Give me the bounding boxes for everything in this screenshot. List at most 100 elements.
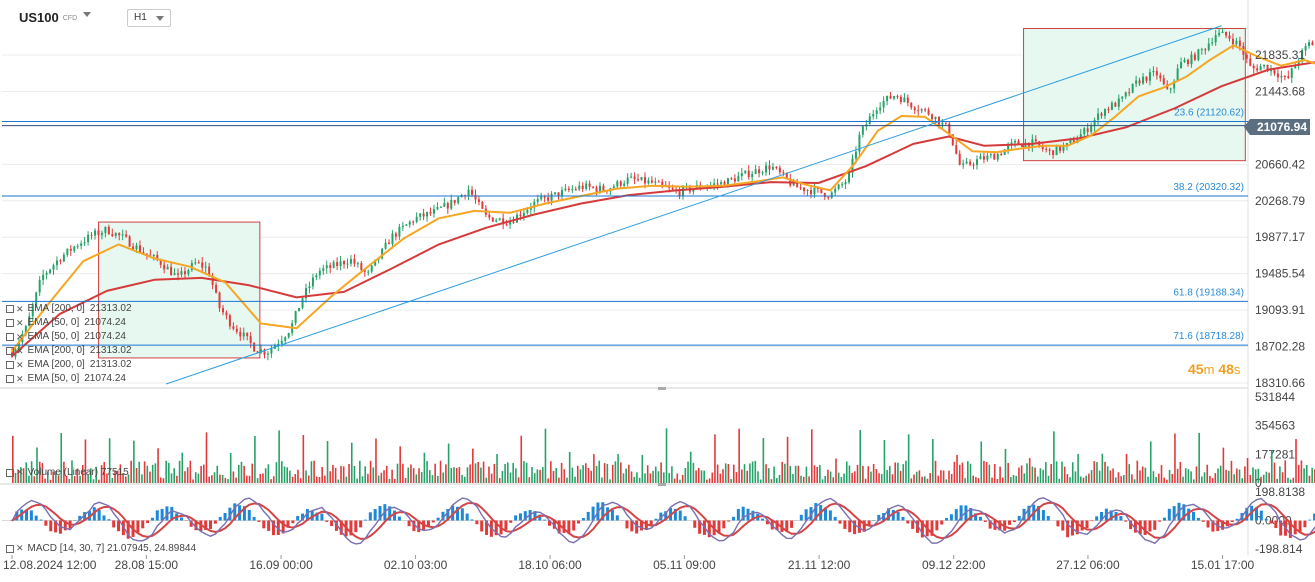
volume-bar bbox=[684, 467, 687, 483]
volume-bar bbox=[886, 469, 888, 483]
close-icon[interactable]: ✕ bbox=[16, 467, 24, 477]
settings-icon[interactable] bbox=[6, 305, 14, 313]
candle-body bbox=[744, 170, 747, 174]
close-icon[interactable]: ✕ bbox=[16, 543, 24, 553]
volume-bar bbox=[958, 464, 961, 483]
candle-body bbox=[1162, 78, 1165, 85]
volume-bar bbox=[1179, 462, 1182, 483]
volume-bar bbox=[286, 467, 288, 483]
volume-bar bbox=[1241, 478, 1244, 483]
volume-bar bbox=[824, 476, 827, 483]
candle-body bbox=[550, 193, 553, 201]
candle-body bbox=[976, 159, 979, 165]
volume-bar bbox=[63, 461, 65, 483]
candle-body bbox=[308, 286, 311, 289]
macd-histogram-bar bbox=[1235, 518, 1239, 521]
volume-bar bbox=[945, 479, 948, 483]
close-icon[interactable]: ✕ bbox=[16, 360, 24, 370]
candle-body bbox=[1228, 35, 1231, 39]
macd-histogram-bar bbox=[407, 520, 411, 527]
candle-body bbox=[1183, 59, 1186, 62]
volume-bar bbox=[582, 465, 584, 483]
macd-histogram-bar bbox=[518, 513, 522, 521]
symbol-selector[interactable]: US100 CFD bbox=[19, 10, 77, 25]
volume-bar bbox=[515, 468, 517, 483]
ema-legend-row[interactable]: ✕ EMA [50, 0] 21074.24 bbox=[6, 316, 132, 330]
volume-bar bbox=[490, 473, 493, 483]
timer-minutes-unit: m bbox=[1203, 362, 1215, 377]
volume-bar bbox=[181, 452, 184, 483]
close-icon[interactable]: ✕ bbox=[16, 332, 24, 342]
macd-histogram-bar bbox=[581, 518, 585, 521]
symbol-caret-icon[interactable] bbox=[83, 12, 91, 17]
candle-body bbox=[1069, 140, 1072, 144]
volume-bar bbox=[539, 469, 541, 483]
volume-bar bbox=[875, 469, 878, 483]
candle-body bbox=[841, 184, 844, 186]
close-icon[interactable]: ✕ bbox=[16, 374, 24, 384]
settings-icon[interactable] bbox=[6, 544, 14, 553]
macd-histogram-bar bbox=[465, 513, 469, 521]
volume-bar bbox=[697, 467, 700, 483]
settings-icon[interactable] bbox=[6, 333, 14, 341]
timer-minutes: 45 bbox=[1188, 361, 1204, 377]
volume-bar bbox=[38, 461, 41, 483]
macd-histogram-bar bbox=[267, 520, 271, 531]
candle-body bbox=[128, 236, 131, 247]
candle-body bbox=[560, 190, 563, 197]
candle-body bbox=[145, 253, 148, 255]
candle-body bbox=[1145, 76, 1148, 81]
timeframe-selector[interactable]: H1 bbox=[127, 9, 171, 27]
macd-histogram-bar bbox=[102, 515, 106, 521]
candle-body bbox=[906, 97, 909, 103]
settings-icon[interactable] bbox=[6, 375, 14, 383]
volume-bar bbox=[1080, 476, 1082, 483]
volume-bar bbox=[65, 475, 68, 483]
macd-histogram-bar bbox=[562, 520, 566, 533]
volume-bar bbox=[566, 477, 568, 483]
candle-body bbox=[1221, 31, 1224, 33]
close-icon[interactable]: ✕ bbox=[16, 304, 24, 314]
volume-bar bbox=[410, 464, 412, 483]
macd-histogram-bar bbox=[732, 516, 736, 521]
macd-histogram-bar bbox=[218, 517, 222, 521]
close-icon[interactable]: ✕ bbox=[16, 346, 24, 356]
close-icon[interactable]: ✕ bbox=[16, 318, 24, 328]
volume-bar bbox=[1236, 468, 1238, 483]
volume-bar bbox=[751, 461, 754, 483]
candle-body bbox=[809, 189, 812, 195]
ema-legend-row[interactable]: ✕ EMA [50, 0] 21074.24 bbox=[6, 372, 132, 386]
volume-bar bbox=[1101, 453, 1104, 483]
volume-bar bbox=[151, 464, 154, 483]
volume-bar bbox=[423, 452, 426, 483]
settings-icon[interactable] bbox=[6, 319, 14, 327]
candle-body bbox=[1090, 126, 1093, 132]
candle-body bbox=[598, 185, 601, 192]
volume-bar bbox=[377, 475, 380, 483]
resize-handle bbox=[658, 387, 666, 390]
macd-histogram-bar bbox=[1046, 516, 1050, 521]
ema-legend-row[interactable]: ✕ EMA [200, 0] 21313.02 bbox=[6, 358, 132, 372]
ema-legend-row[interactable]: ✕ EMA [200, 0] 21313.02 bbox=[6, 344, 132, 358]
settings-icon[interactable] bbox=[6, 468, 14, 477]
candle-body bbox=[637, 179, 640, 181]
macd-histogram-bar bbox=[1264, 518, 1268, 521]
macd-legend[interactable]: ✕ MACD [14, 30, 7] 21.07945, 24.89844 bbox=[6, 543, 196, 554]
candle-body bbox=[457, 197, 460, 203]
ema-legend-row[interactable]: ✕ EMA [200, 0] 21313.02 bbox=[6, 302, 132, 316]
price-axis: 21835.31 21443.68 20660.42 20268.79 19877.17… bbox=[1255, 48, 1305, 390]
volume-legend[interactable]: ✕ Volume (Linear) 77515 bbox=[6, 467, 129, 478]
candle-body bbox=[100, 232, 103, 235]
settings-icon[interactable] bbox=[6, 361, 14, 369]
candle-body bbox=[228, 315, 231, 327]
macd-histogram-bar bbox=[1196, 517, 1200, 521]
ema-legend-row[interactable]: ✕ EMA [50, 0] 21074.24 bbox=[6, 330, 132, 344]
volume-bar bbox=[1117, 472, 1120, 483]
candle-body bbox=[398, 226, 401, 237]
volume-bar bbox=[1034, 467, 1036, 483]
volume-bar bbox=[679, 479, 681, 483]
settings-icon[interactable] bbox=[6, 347, 14, 355]
candle-body bbox=[1176, 68, 1179, 82]
macd-histogram-bar bbox=[814, 503, 818, 521]
